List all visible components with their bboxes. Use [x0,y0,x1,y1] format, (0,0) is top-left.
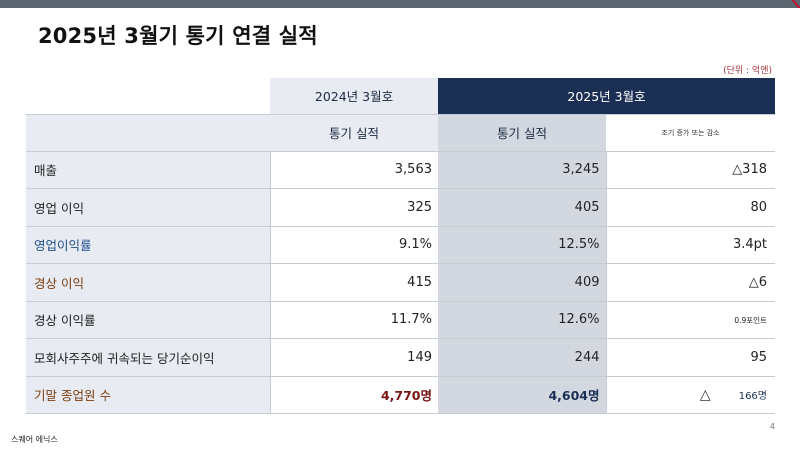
value-change: 0.9포인트 [605,301,775,339]
value-2024-text: 4,770명 [380,388,432,404]
table-row: 모회사주주에 귀속되는 당기순이익 149 244 95 [26,338,775,377]
subheader-change: 조기 증가 또는 감소 [606,114,775,152]
row-label: 경상 이익 [26,263,270,302]
unit-note: (단위 : 억엔) [723,66,772,76]
row-label: 매출 [26,151,270,189]
value-change-text: 0.9포인트 [734,316,767,326]
value-2024: 325 [269,188,438,227]
value-2024: 3,563 [269,151,438,189]
value-2025: 12.6% [438,301,606,339]
value-2025: 3,245 [438,151,606,189]
top-bar [0,0,800,8]
value-change: △318 [605,151,775,189]
value-change: 3.4pt [605,226,775,264]
value-2025: 4,604명 [438,376,606,414]
corner-accent [776,0,800,8]
value-change: △ 166명 [605,376,775,414]
header-2025: 2025년 3월호 [438,78,775,115]
footer-company: 스퀘어 에닉스 [11,435,58,444]
subheader-2025-results: 통기 실적 [438,114,606,152]
table-row: 기말 종업원 수 4,770명 4,604명 △ 166명 [26,376,775,414]
table-row: 경상 이익 415 409 △6 [26,263,775,302]
subheader-2024-results: 통기 실적 [270,114,438,152]
row-label: 모회사주주에 귀속되는 당기순이익 [26,338,270,377]
value-2024: 149 [269,338,438,377]
value-2025: 244 [438,338,606,377]
results-table: 2024년 3월호 2025년 3월호 통기 실적 통기 실적 조기 증가 또는… [26,78,775,414]
table-corner [26,78,270,115]
page-title: 2025년 3월기 통기 연결 실적 [38,24,318,48]
label-header-blank [26,114,270,152]
value-change: △6 [605,263,775,302]
table-row: 경상 이익률 11.7% 12.6% 0.9포인트 [26,301,775,339]
row-label: 영업 이익 [26,188,270,227]
table-row: 영업이익률 9.1% 12.5% 3.4pt [26,226,775,264]
decrease-triangle-icon: △ [699,386,711,403]
page-number: 4 [769,422,775,431]
value-2024: 4,770명 [269,376,438,414]
value-2024: 9.1% [269,226,438,264]
value-change: 80 [605,188,775,227]
value-2025: 12.5% [438,226,606,264]
value-2024: 11.7% [269,301,438,339]
row-label: 기말 종업원 수 [26,376,270,414]
value-change-text: 166명 [738,390,767,402]
table-row: 영업 이익 325 405 80 [26,188,775,227]
row-label: 영업이익률 [26,226,270,264]
row-label: 경상 이익률 [26,301,270,339]
value-2025-text: 4,604명 [548,388,600,404]
value-2025: 409 [438,263,606,302]
table-row: 매출 3,563 3,245 △318 [26,151,775,189]
value-change: 95 [605,338,775,377]
value-2025: 405 [438,188,606,227]
header-2024: 2024년 3월호 [270,78,438,115]
value-2024: 415 [269,263,438,302]
